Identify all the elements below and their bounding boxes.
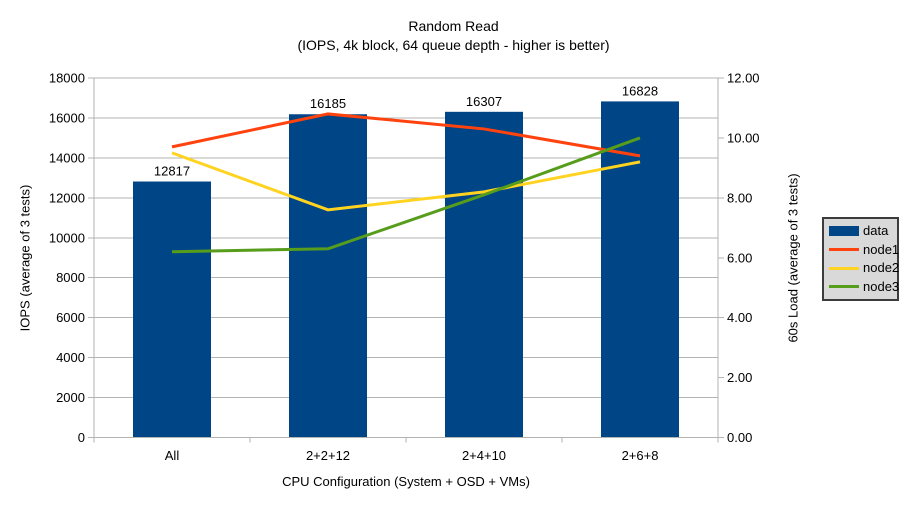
legend-label: node3 [863, 278, 900, 294]
left-axis-tick-label: 4000 [56, 350, 85, 365]
left-axis-tick-label: 6000 [56, 310, 85, 325]
line-node3 [171, 136, 641, 254]
legend-label: node1 [863, 241, 900, 257]
legend-swatch-data [829, 226, 859, 237]
left-axis-tick-label: 10000 [49, 230, 85, 245]
category-label: 2+6+8 [622, 448, 659, 463]
bar-2+6+8 [601, 101, 679, 438]
legend-item-data: data [829, 224, 895, 238]
left-axis-tick-label: 2000 [56, 390, 85, 405]
bar-data-label: 12817 [154, 164, 190, 179]
right-axis-tick-label: 12.00 [727, 71, 760, 86]
bar-All [133, 181, 211, 438]
right-axis-tick-label: 8.00 [727, 190, 752, 205]
legend: data node1 node2 node3 [822, 217, 899, 301]
left-axis-tick-label: 16000 [49, 110, 85, 125]
line-node2 [171, 151, 641, 212]
legend-swatch-node3 [829, 285, 859, 289]
bar-2+4+10 [445, 111, 523, 438]
bar-data-label: 16307 [466, 94, 502, 109]
right-axis-title: 60s Load (average of 3 tests) [785, 173, 801, 343]
right-axis-tick-label: 4.00 [727, 310, 752, 325]
x-axis-title: CPU Configuration (System + OSD + VMs) [282, 474, 530, 489]
bar-data-label: 16828 [622, 83, 658, 98]
legend-swatch-node2 [829, 266, 859, 270]
chart-subtitle: (IOPS, 4k block, 64 queue depth - higher… [297, 37, 610, 53]
legend-label: node2 [863, 260, 900, 276]
category-label: 2+4+10 [462, 448, 506, 463]
left-axis-tick-label: 18000 [49, 71, 85, 86]
line-node1 [171, 112, 641, 158]
right-axis-tick-label: 6.00 [727, 250, 752, 265]
category-label: All [165, 448, 180, 463]
legend-item-node2: node2 [829, 261, 899, 275]
legend-item-node1: node1 [829, 242, 899, 257]
chart-title: Random Read [408, 18, 499, 34]
left-axis-title: IOPS (average of 3 tests) [17, 184, 33, 332]
bar-2+2+12 [289, 114, 367, 438]
left-axis-tick-label: 12000 [49, 190, 85, 205]
right-axis-tick-label: 10.00 [727, 130, 760, 145]
left-axis-tick-label: 8000 [56, 270, 85, 285]
category-label: 2+2+12 [306, 448, 350, 463]
legend-label: data [863, 223, 889, 239]
legend-swatch-node1 [829, 248, 859, 252]
bar-data-label: 16185 [310, 96, 346, 111]
right-axis-tick-label: 2.00 [727, 370, 752, 385]
left-axis-tick-label: 0 [78, 430, 85, 445]
legend-item-node3: node3 [829, 279, 899, 294]
left-axis-tick-label: 14000 [49, 150, 85, 165]
right-axis-tick-label: 0.00 [727, 430, 752, 445]
